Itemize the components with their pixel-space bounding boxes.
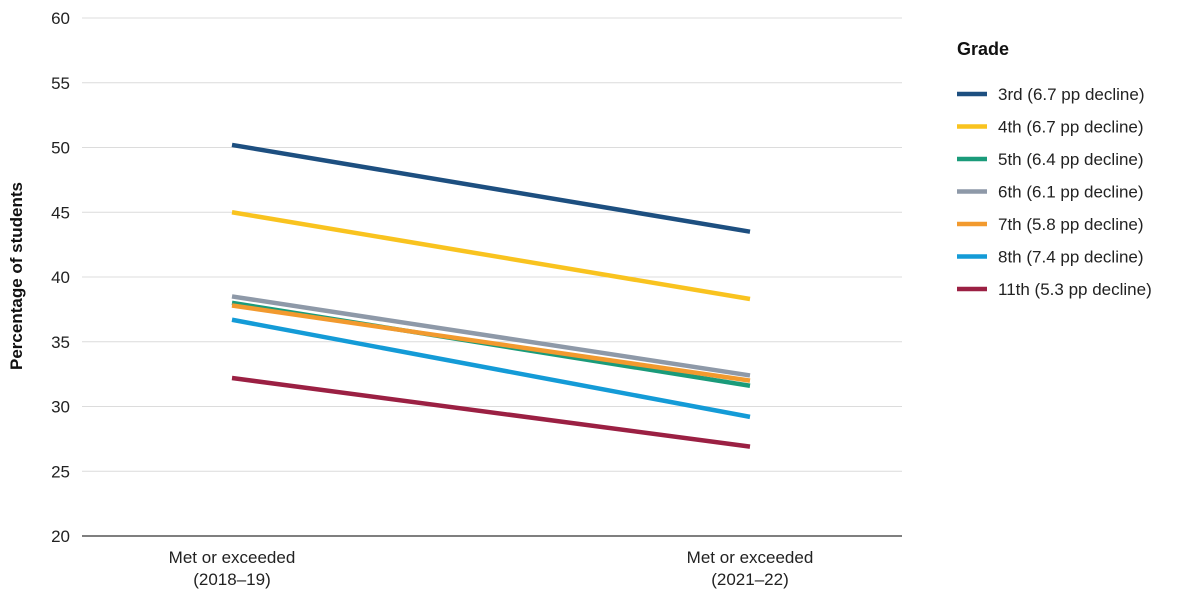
x-axis-categories: Met or exceeded (2018–19) Met or exceeded (…	[169, 548, 814, 589]
y-tick-label: 40	[51, 268, 70, 287]
series-line-2	[231, 210, 751, 302]
x-category-label-line: (2018–19)	[193, 570, 271, 589]
series-line-7	[231, 375, 751, 449]
gridlines	[82, 17, 902, 472]
series-line-6	[231, 317, 751, 420]
legend-title: Grade	[957, 39, 1009, 59]
legend: Grade 3rd (6.7 pp decline) 4th (6.7 pp de…	[957, 39, 1152, 299]
legend-label: 11th (5.3 pp decline)	[998, 280, 1152, 299]
legend-label: 5th (6.4 pp decline)	[998, 150, 1144, 169]
y-tick-label: 50	[51, 139, 70, 158]
x-category-label: Met or exceeded (2018–19)	[169, 548, 296, 589]
series-line-4	[231, 294, 751, 378]
y-axis-title: Percentage of students	[7, 182, 26, 370]
y-axis-ticks: 20 25 30 35 40 45 50 55 60	[51, 9, 70, 546]
y-tick-label: 25	[51, 462, 70, 481]
y-tick-label: 20	[51, 527, 70, 546]
y-tick-label: 45	[51, 203, 70, 222]
legend-label: 7th (5.8 pp decline)	[998, 215, 1144, 234]
x-category-label-line: Met or exceeded	[169, 548, 296, 567]
x-category-label: Met or exceeded (2021–22)	[687, 548, 814, 589]
y-tick-label: 60	[51, 9, 70, 28]
series-lines	[231, 142, 751, 449]
legend-label: 3rd (6.7 pp decline)	[998, 85, 1144, 104]
x-category-label-line: Met or exceeded	[687, 548, 814, 567]
legend-label: 4th (6.7 pp decline)	[998, 118, 1144, 137]
series-line-5	[231, 303, 751, 383]
y-tick-label: 30	[51, 398, 70, 417]
legend-label: 6th (6.1 pp decline)	[998, 183, 1144, 202]
legend-label: 8th (7.4 pp decline)	[998, 248, 1144, 267]
y-tick-label: 55	[51, 74, 70, 93]
series-line-1	[231, 142, 751, 234]
x-category-label-line: (2021–22)	[711, 570, 789, 589]
y-tick-label: 35	[51, 333, 70, 352]
